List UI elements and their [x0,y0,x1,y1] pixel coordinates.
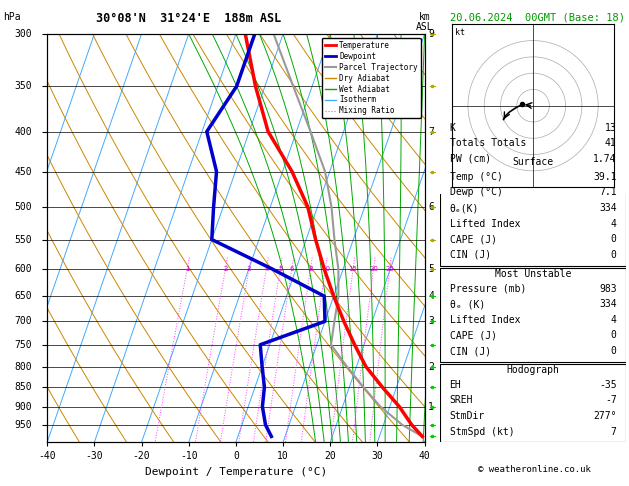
Text: 20.06.2024  00GMT (Base: 18): 20.06.2024 00GMT (Base: 18) [450,12,625,22]
Text: km: km [419,12,430,22]
Text: 450: 450 [14,167,32,176]
Text: StmSpd (kt): StmSpd (kt) [450,427,514,436]
Text: 0: 0 [611,234,616,244]
Text: 13: 13 [605,122,616,133]
Text: Most Unstable: Most Unstable [495,269,571,279]
Text: -7: -7 [605,396,616,405]
Text: 600: 600 [14,264,32,274]
Text: Dewp (°C): Dewp (°C) [450,188,503,197]
Text: 0: 0 [611,250,616,260]
Text: CIN (J): CIN (J) [450,250,491,260]
Text: 3: 3 [247,266,251,272]
Text: 4: 4 [264,266,269,272]
Text: 334: 334 [599,203,616,213]
Text: 0: 0 [611,346,616,356]
Text: 900: 900 [14,401,32,412]
Text: 300: 300 [14,29,32,39]
Text: 850: 850 [14,382,32,392]
Text: 1: 1 [428,401,434,412]
Text: 800: 800 [14,362,32,372]
Text: ASL: ASL [416,22,433,32]
Text: PW (cm): PW (cm) [450,154,491,164]
Text: 9: 9 [428,29,434,39]
Text: 7: 7 [428,126,434,137]
Text: 0: 0 [611,330,616,341]
Text: 550: 550 [14,235,32,244]
Text: 15: 15 [348,266,357,272]
Text: 2: 2 [428,362,434,372]
Text: 25: 25 [386,266,394,272]
Text: 750: 750 [14,340,32,350]
Text: Lifted Index: Lifted Index [450,315,520,325]
Text: CIN (J): CIN (J) [450,346,491,356]
Text: Temp (°C): Temp (°C) [450,172,503,182]
Text: 983: 983 [599,284,616,294]
Text: 4: 4 [611,219,616,229]
Text: Totals Totals: Totals Totals [450,138,526,148]
Legend: Temperature, Dewpoint, Parcel Trajectory, Dry Adiabat, Wet Adiabat, Isotherm, Mi: Temperature, Dewpoint, Parcel Trajectory… [321,38,421,119]
Text: θₑ(K): θₑ(K) [450,203,479,213]
Text: 7: 7 [611,427,616,436]
Text: 41: 41 [605,138,616,148]
Text: Surface: Surface [513,157,554,168]
Text: θₑ (K): θₑ (K) [450,299,485,309]
Text: EH: EH [450,380,461,390]
Text: 20: 20 [369,266,378,272]
Text: 8: 8 [308,266,313,272]
Text: CAPE (J): CAPE (J) [450,234,496,244]
Text: hPa: hPa [3,12,21,22]
Text: K: K [450,122,455,133]
Text: -35: -35 [599,380,616,390]
Text: 950: 950 [14,420,32,430]
Text: 277°: 277° [593,411,616,421]
Text: 1: 1 [185,266,189,272]
Text: 10: 10 [321,266,330,272]
Text: 3: 3 [428,316,434,326]
Text: kt: kt [455,28,465,36]
Text: 4: 4 [611,315,616,325]
Text: Lifted Index: Lifted Index [450,219,520,229]
Text: 6: 6 [428,202,434,212]
Text: 400: 400 [14,126,32,137]
Text: 650: 650 [14,291,32,301]
Text: 500: 500 [14,202,32,212]
Text: 4: 4 [428,291,434,301]
Text: SREH: SREH [450,396,473,405]
FancyBboxPatch shape [440,364,626,442]
FancyBboxPatch shape [440,268,626,362]
Text: Hodograph: Hodograph [506,365,560,375]
Text: 30°08'N  31°24'E  188m ASL: 30°08'N 31°24'E 188m ASL [96,12,281,25]
Text: 7.1: 7.1 [599,188,616,197]
Text: 5: 5 [278,266,282,272]
Text: 39.1: 39.1 [593,172,616,182]
Text: CAPE (J): CAPE (J) [450,330,496,341]
Text: StmDir: StmDir [450,411,485,421]
X-axis label: Dewpoint / Temperature (°C): Dewpoint / Temperature (°C) [145,467,327,477]
Text: © weatheronline.co.uk: © weatheronline.co.uk [478,465,591,474]
FancyBboxPatch shape [440,156,626,265]
Text: 2: 2 [223,266,228,272]
Text: 700: 700 [14,316,32,326]
Text: 6: 6 [289,266,294,272]
Text: 350: 350 [14,81,32,91]
Text: Pressure (mb): Pressure (mb) [450,284,526,294]
Text: 334: 334 [599,299,616,309]
FancyBboxPatch shape [440,107,626,154]
Text: 5: 5 [428,264,434,274]
Text: 1.74: 1.74 [593,154,616,164]
